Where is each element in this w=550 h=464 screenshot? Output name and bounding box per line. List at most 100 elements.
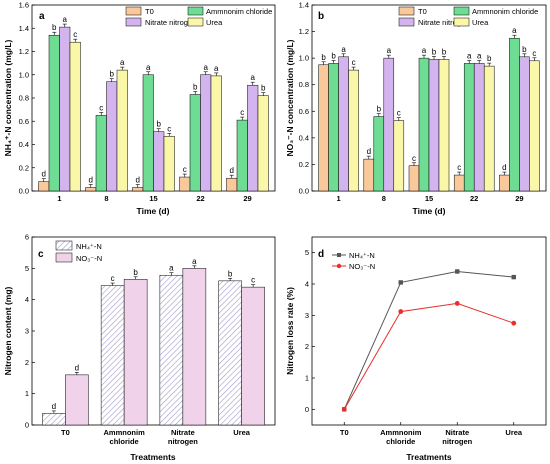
- bar-no-n-t0: [65, 374, 89, 426]
- significance-label: c: [240, 108, 244, 117]
- legend-label-t0: T0: [418, 7, 427, 16]
- x-tick-label: 1: [57, 194, 61, 203]
- legend-swatch-t0: [125, 6, 142, 16]
- bar-urea-1: [69, 41, 81, 192]
- panel-d-frame: [311, 236, 547, 426]
- legend-label-t0: T0: [145, 7, 154, 16]
- panel-c-ylabel: Nitrogen content (mg): [3, 286, 13, 375]
- bar-t0-15: [132, 187, 144, 192]
- panel-c-xlabel: Treatments: [130, 452, 176, 462]
- significance-label: b: [522, 45, 527, 54]
- x-tick-label: 29: [243, 194, 251, 203]
- bar-nitrate-nitrogen-22: [200, 74, 212, 192]
- y-tick-label: 1.2: [299, 27, 309, 36]
- panel-d-lines: [341, 269, 517, 412]
- y-tick-label: 0.4: [299, 133, 309, 142]
- legend-label-ammonium: Ammnonim chloride: [472, 7, 538, 16]
- legend-label-nitrate: Nitrate nitrogen: [145, 18, 196, 27]
- y-tick-label: 0.0: [299, 187, 309, 196]
- bar-urea-29: [529, 60, 540, 192]
- point-no-n: [454, 301, 460, 306]
- significance-label: b: [133, 268, 138, 277]
- legend-marker-no3: [336, 263, 342, 269]
- y-tick-label: 0: [25, 421, 29, 430]
- point-nh-n: [511, 274, 516, 280]
- significance-label: b: [52, 23, 57, 32]
- panel-b-letter: b: [318, 11, 324, 22]
- y-tick-label: 0.6: [299, 107, 309, 116]
- significance-label: a: [387, 46, 392, 55]
- legend-label-no3: NO₃⁻-N: [76, 254, 102, 263]
- panel-c-bars: d d c b a a b c: [42, 257, 265, 426]
- y-tick-label: 0.8: [19, 94, 29, 103]
- significance-label: a: [192, 257, 197, 266]
- significance-label: b: [331, 51, 336, 60]
- legend-swatch-urea: [453, 17, 470, 27]
- y-tick-label: 1.2: [19, 47, 29, 56]
- bar-urea-15: [438, 59, 450, 192]
- legend-swatch-nh4: [55, 240, 73, 251]
- point-nh-n: [398, 280, 403, 285]
- significance-label: b: [377, 105, 382, 114]
- y-tick-label: 1.6: [19, 1, 29, 10]
- significance-label: a: [422, 46, 427, 55]
- y-tick-label: 1.4: [299, 1, 309, 10]
- legend-label-nh4: NH₄⁺-N: [76, 242, 102, 251]
- legend-swatch-no3: [55, 252, 73, 263]
- bar-nitrate-nitrogen-8: [383, 57, 395, 192]
- y-tick-label: 1: [305, 374, 309, 383]
- legend-label-urea: Urea: [206, 18, 223, 27]
- significance-label: b: [110, 70, 115, 79]
- significance-label: c: [457, 163, 461, 172]
- x-tick-label: 22: [196, 194, 204, 203]
- bar-t0-8: [363, 158, 375, 192]
- point-no-n: [511, 320, 517, 326]
- panel-a-xlabel: Time (d): [137, 206, 170, 216]
- significance-label: d: [502, 163, 506, 172]
- significance-label: d: [89, 176, 93, 185]
- y-tick-label: 0.8: [299, 80, 309, 89]
- significance-label: c: [532, 49, 536, 58]
- y-tick-label: 1.0: [299, 54, 309, 63]
- bar-urea-8: [116, 69, 128, 192]
- legend-swatch-nitrate: [398, 17, 415, 27]
- x-tick-label: nitrogen: [168, 437, 198, 446]
- significance-label: c: [183, 165, 187, 174]
- y-tick-label: 4: [305, 280, 309, 289]
- significance-label: c: [397, 109, 401, 118]
- x-tick-label: 8: [382, 194, 386, 203]
- significance-label: a: [204, 63, 209, 72]
- y-tick-label: 1.4: [19, 24, 29, 33]
- y-tick-label: 0.6: [19, 117, 29, 126]
- panel-b-legend: T0 Ammnonim chloride Nitrate nitrogen Ur…: [398, 6, 538, 27]
- bar-nh-n-t0: [42, 413, 66, 426]
- panel-c-letter: c: [38, 249, 44, 260]
- y-tick-label: 1.0: [19, 70, 29, 79]
- y-tick-label: 0: [305, 405, 309, 414]
- bar-ammnonim-chloride-22: [463, 63, 475, 192]
- bar-no-n-ammnonim-chloride: [123, 279, 148, 426]
- x-tick-label: Ammnonim: [104, 428, 146, 437]
- bar-urea-8: [393, 120, 405, 192]
- bar-nitrate-nitrogen-29: [247, 84, 259, 192]
- significance-label: b: [442, 47, 447, 56]
- bar-ammnonim-chloride-1: [48, 34, 60, 192]
- panel-a-letter: a: [39, 11, 45, 22]
- significance-label: d: [75, 363, 79, 372]
- panel-b-ylabel: NO₃⁻-N concentration (mg/L): [285, 39, 295, 156]
- x-tick-label: chloride: [386, 437, 415, 446]
- legend-label-ammonium: Ammnonim chloride: [206, 7, 272, 16]
- bar-ammnonim-chloride-1: [328, 63, 339, 192]
- significance-label: c: [251, 276, 255, 285]
- panel-b-xlabel: Time (d): [413, 206, 446, 216]
- bar-nitrate-nitrogen-1: [338, 56, 349, 192]
- bar-t0-15: [408, 165, 420, 192]
- legend-swatch-nitrate: [125, 17, 142, 27]
- panel-c-legend: NH₄⁺-N NO₃⁻-N: [55, 240, 102, 263]
- x-tick-label: 15: [149, 194, 157, 203]
- legend-swatch-t0: [398, 6, 415, 16]
- bar-nitrate-nitrogen-8: [106, 81, 118, 192]
- bar-t0-22: [453, 174, 465, 192]
- bar-nh-n-urea: [218, 280, 242, 426]
